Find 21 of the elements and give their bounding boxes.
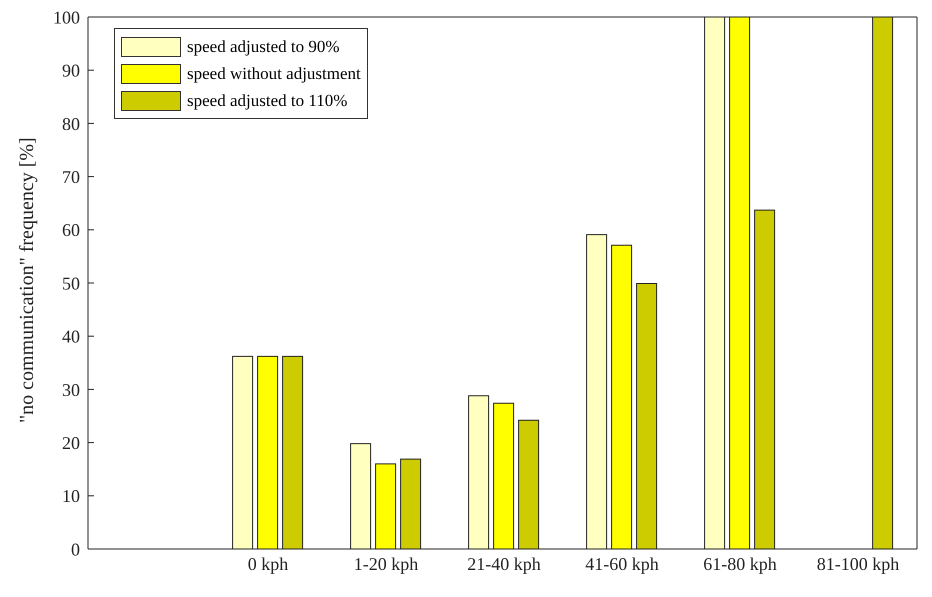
- y-tick-label: 40: [62, 326, 80, 347]
- x-tick-label: 0 kph: [248, 554, 288, 574]
- y-tick-label: 0: [71, 539, 80, 560]
- y-tick-label: 30: [62, 380, 80, 400]
- y-tick-label: 10: [62, 486, 80, 506]
- y-tick-label: 20: [62, 432, 80, 453]
- legend-label: speed adjusted to 90%: [187, 36, 340, 56]
- legend-label: speed adjusted to 110%: [187, 90, 348, 110]
- y-tick-label: 70: [62, 166, 80, 187]
- y-tick-label: 60: [62, 220, 80, 240]
- x-tick-label: 41-60 kph: [585, 554, 659, 574]
- y-tick-label: 50: [62, 273, 80, 294]
- x-tick-label: 1-20 kph: [354, 554, 418, 574]
- legend-label: speed without adjustment: [187, 64, 361, 84]
- x-tick-label: 81-100 kph: [816, 554, 900, 574]
- x-tick-label: 61-80 kph: [703, 554, 777, 574]
- y-tick-label: 90: [62, 60, 80, 81]
- y-tick-label: 80: [62, 114, 80, 134]
- y-tick-label: 100: [53, 7, 80, 28]
- y-axis-title: "no communication" frequency [%]: [16, 137, 38, 423]
- x-tick-label: 21-40 kph: [467, 554, 541, 574]
